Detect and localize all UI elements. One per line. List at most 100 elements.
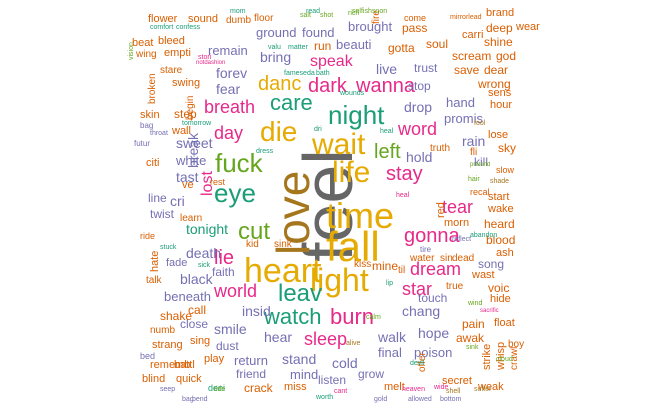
cloud-word: skin	[140, 109, 160, 121]
cloud-word: sky	[498, 141, 516, 155]
cloud-word: miss	[284, 381, 307, 393]
cloud-word: heart	[244, 252, 322, 290]
cloud-word: wanna	[356, 75, 415, 97]
cloud-word: hear	[264, 329, 293, 345]
cloud-word: friend	[236, 367, 267, 381]
cloud-word: dear	[484, 63, 509, 77]
cloud-word: shell	[446, 388, 461, 395]
cloud-word: fuck	[215, 148, 263, 178]
cloud-word: comfort	[150, 24, 174, 31]
cloud-word: trust	[414, 61, 438, 75]
cloud-word: lip	[386, 280, 394, 287]
cloud-word: tonight	[186, 221, 229, 237]
cloud-word: final	[378, 345, 402, 360]
cloud-word: hair	[468, 176, 480, 183]
cloud-word: ground	[256, 25, 297, 40]
cloud-word: alive	[346, 340, 361, 347]
cloud-word: stori	[198, 54, 212, 61]
cloud-word: stand	[282, 351, 317, 367]
cloud-word: melt	[384, 381, 405, 393]
cloud-word: matter	[288, 44, 308, 51]
cloud-word: tomorrow	[182, 120, 212, 127]
cloud-word: water	[410, 253, 435, 264]
cloud-word: stay	[386, 163, 423, 185]
cloud-word: awak	[456, 331, 485, 345]
cloud-word: left	[374, 141, 401, 163]
cloud-word: kiss	[354, 259, 372, 270]
cloud-word: fameseda	[284, 70, 315, 77]
cloud-word: floor	[254, 13, 274, 24]
cloud-word: shine	[484, 35, 513, 49]
cloud-word: scream	[452, 49, 492, 63]
cloud-word: fear	[216, 81, 241, 97]
cloud-word: fall	[326, 223, 380, 270]
cloud-word: strang	[152, 339, 183, 351]
cloud-word: remain	[208, 43, 248, 58]
cloud-word: salt	[300, 12, 311, 19]
cloud-word: stop	[408, 79, 431, 93]
cloud-word: carri	[462, 29, 484, 41]
cloud-word: gotta	[388, 41, 415, 55]
cloud-word: sound	[188, 13, 218, 25]
cloud-word: calm	[366, 314, 381, 321]
cloud-word: confess	[176, 24, 201, 31]
cloud-word: allowed	[408, 396, 432, 403]
cloud-word: stare	[160, 65, 183, 76]
cloud-word: wide	[434, 384, 449, 391]
cloud-word: call	[188, 303, 207, 317]
cloud-word: voic	[488, 281, 510, 295]
cloud-word: fool	[474, 120, 486, 127]
cloud-word: run	[314, 39, 332, 53]
cloud-word: blind	[142, 373, 166, 385]
cloud-word: deni	[208, 383, 226, 393]
cloud-word: grow	[358, 367, 385, 381]
cloud-word: secret	[442, 375, 472, 387]
cloud-word: learn	[180, 213, 203, 224]
cloud-word: black	[180, 271, 213, 287]
cloud-word: mom	[230, 8, 246, 15]
cloud-word: leav	[278, 280, 323, 307]
cloud-word: cri	[170, 193, 185, 209]
cloud-word: sweet	[176, 135, 213, 151]
cloud-word: bed	[140, 351, 156, 361]
cloud-word: pain	[462, 317, 485, 331]
cloud-word: shake	[160, 309, 193, 323]
cloud-word: kill	[474, 155, 488, 169]
cloud-word: white	[176, 153, 207, 168]
cloud-word: light	[310, 262, 369, 298]
cloud-word: sink	[274, 239, 292, 250]
cloud-word: wear	[516, 21, 540, 33]
cloud-word: read	[306, 8, 321, 15]
cloud-word: watch	[264, 304, 322, 329]
cloud-word: true	[446, 281, 464, 292]
cloud-word: lie	[214, 247, 235, 269]
cloud-word: beauti	[336, 37, 372, 52]
cloud-word: fade	[166, 257, 188, 269]
cloud-word: dark	[308, 75, 347, 97]
cloud-word: tide	[214, 386, 226, 393]
cloud-word: sin	[440, 253, 453, 264]
cloud-word: save	[454, 63, 480, 77]
cloud-word: pretend	[470, 162, 491, 168]
cloud-word: start	[488, 191, 510, 203]
cloud-word: rest	[210, 177, 226, 187]
cloud-word: tear	[442, 197, 474, 217]
cloud-word: cut	[238, 218, 271, 245]
cloud-word: valu	[268, 44, 281, 51]
cloud-word: shot	[320, 12, 334, 19]
cloud-word: hope	[418, 325, 450, 341]
cloud-word: selfish	[352, 8, 372, 15]
cloud-word: devil	[410, 360, 425, 367]
cloud-word: soon	[372, 8, 388, 15]
cloud-word: beneath	[164, 289, 211, 304]
cloud-word: sens	[488, 87, 512, 99]
cloud-word: morn	[444, 217, 470, 229]
cloud-word: wake	[488, 203, 514, 215]
cloud-word: hand	[446, 95, 475, 110]
cloud-word: mind	[290, 367, 319, 382]
cloud-word: strike	[481, 343, 493, 370]
cloud-word: soul	[426, 37, 449, 51]
cloud-word: heal	[380, 128, 394, 135]
cloud-word: hour	[490, 99, 513, 111]
